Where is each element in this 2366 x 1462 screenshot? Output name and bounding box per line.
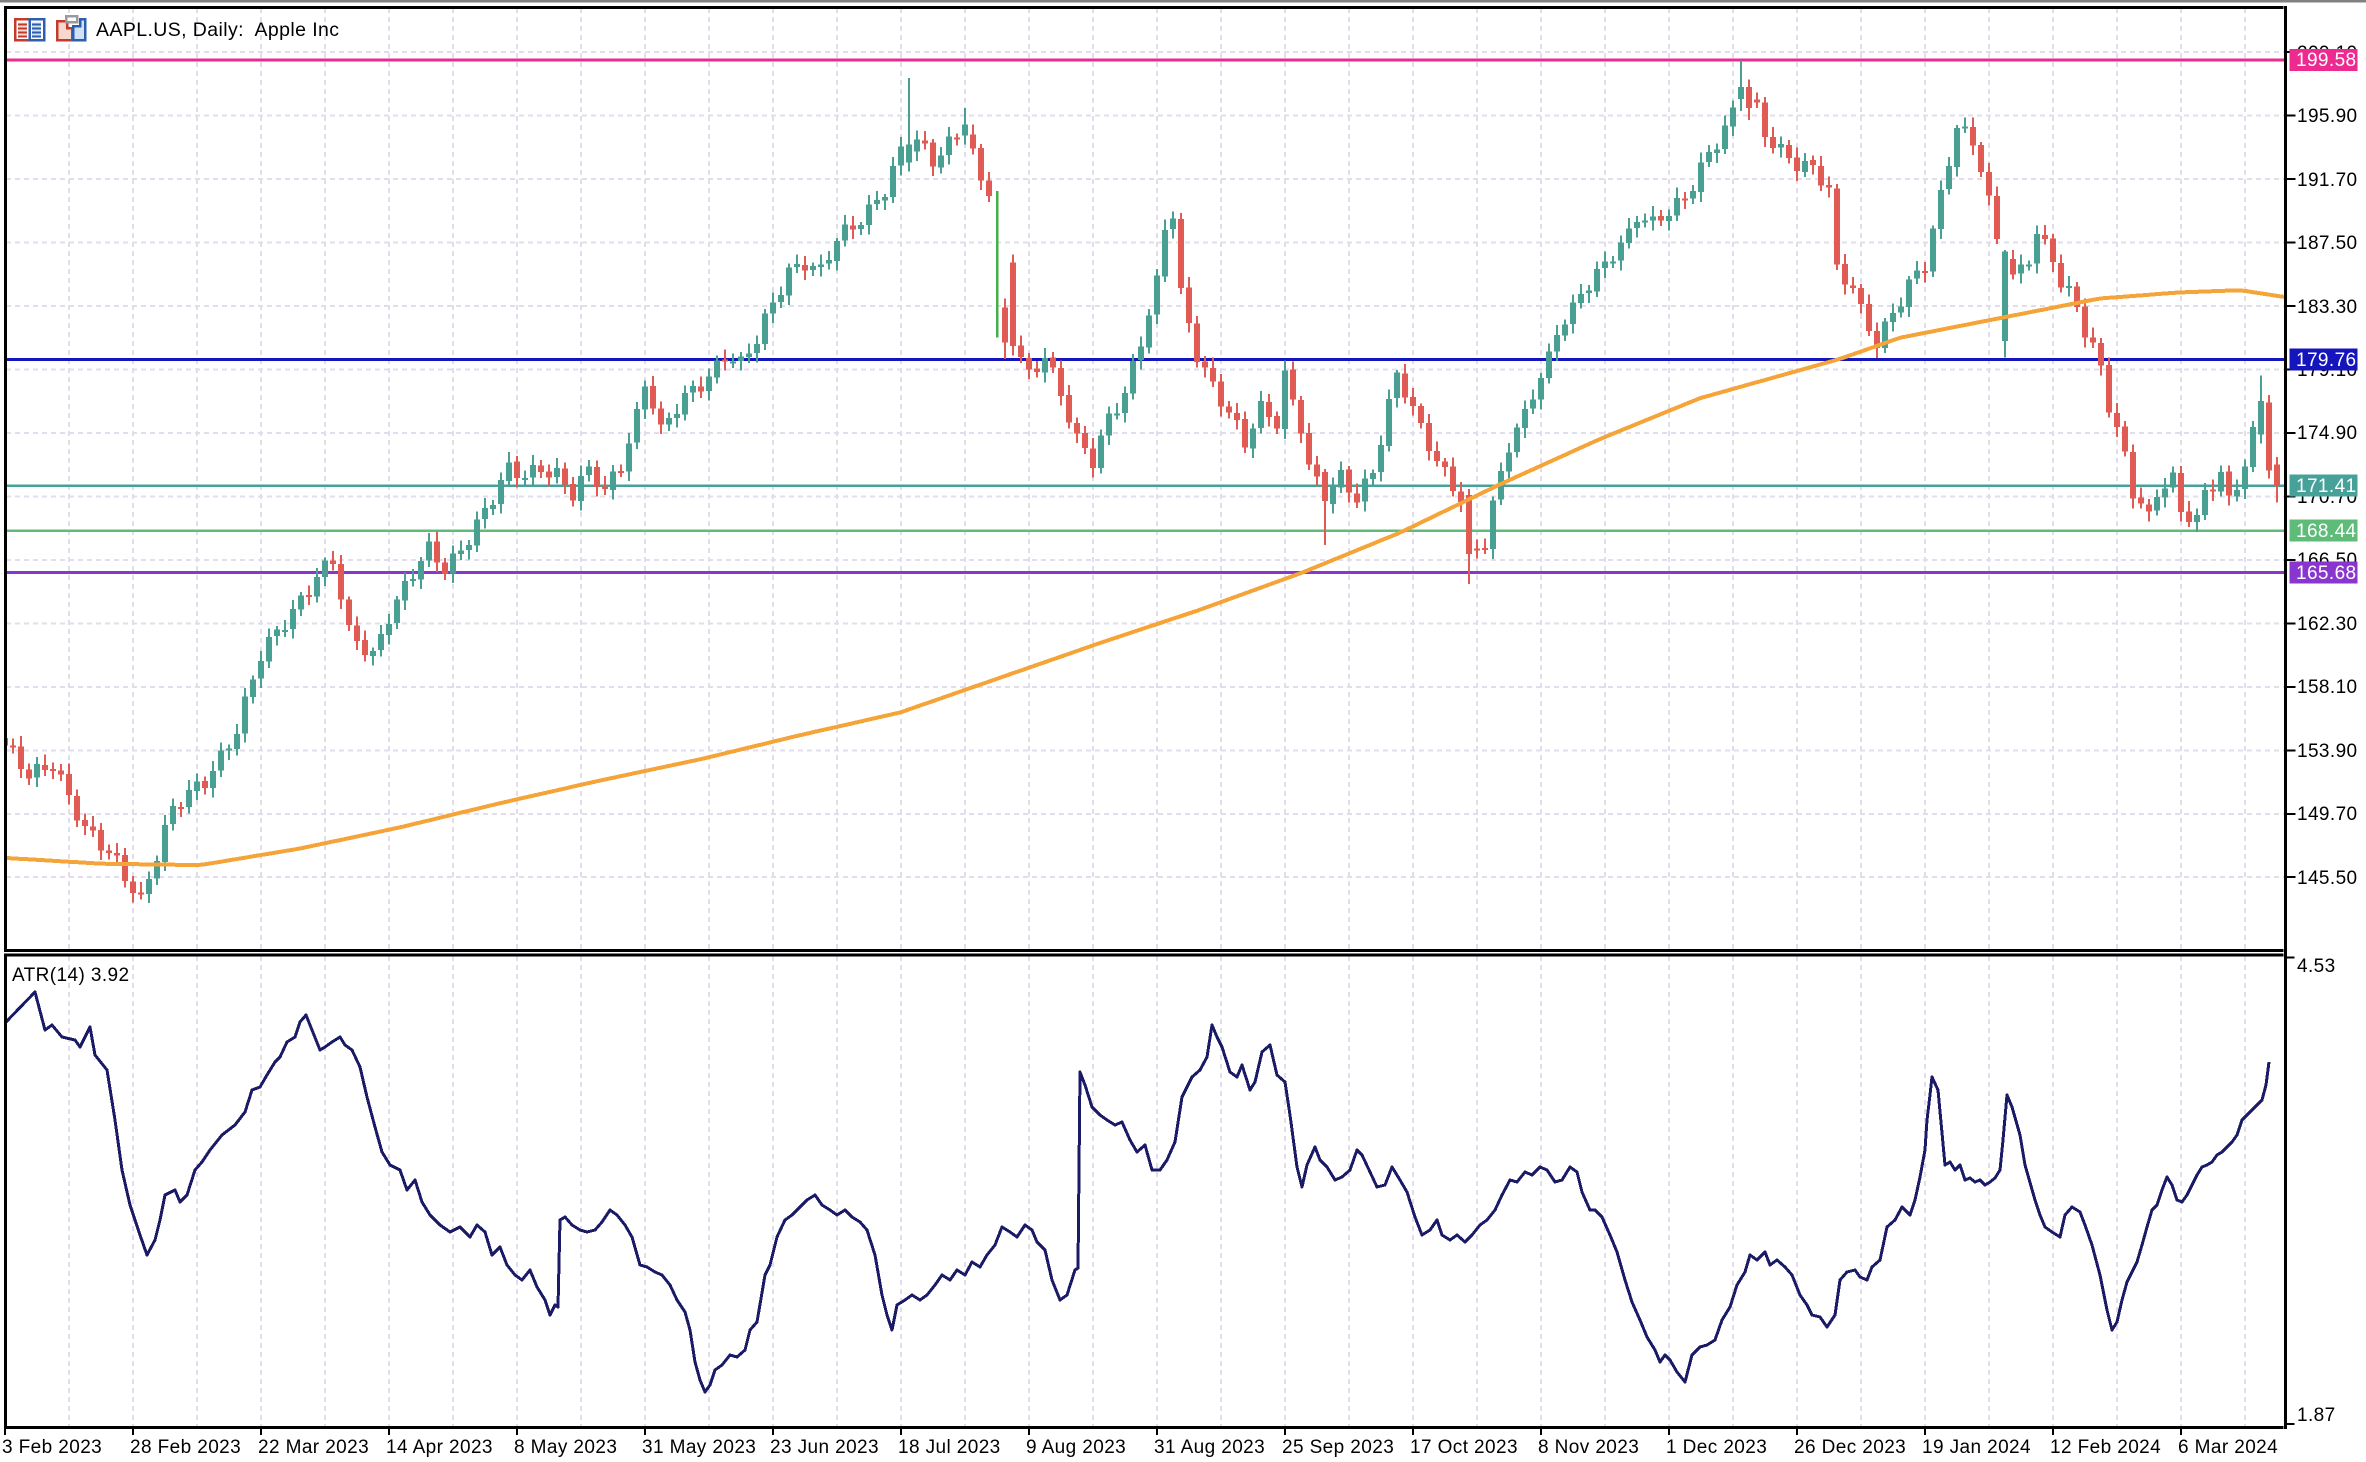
- svg-text:199.58: 199.58: [2296, 50, 2357, 71]
- svg-text:1 Dec 2023: 1 Dec 2023: [1666, 1437, 1767, 1458]
- svg-text:ATR(14) 3.92: ATR(14) 3.92: [12, 965, 129, 986]
- svg-text:153.90: 153.90: [2297, 741, 2358, 762]
- svg-text:4.53: 4.53: [2297, 956, 2336, 977]
- svg-text:23 Jun 2023: 23 Jun 2023: [770, 1437, 879, 1458]
- svg-text:149.70: 149.70: [2297, 804, 2358, 825]
- svg-text:14 Apr 2023: 14 Apr 2023: [386, 1437, 493, 1458]
- svg-text:3 Feb 2023: 3 Feb 2023: [2, 1437, 102, 1458]
- svg-text:168.44: 168.44: [2296, 521, 2357, 542]
- svg-text:12 Feb 2024: 12 Feb 2024: [2050, 1437, 2161, 1458]
- svg-text:17 Oct 2023: 17 Oct 2023: [1410, 1437, 1518, 1458]
- svg-text:18 Jul 2023: 18 Jul 2023: [898, 1437, 1001, 1458]
- svg-text:171.41: 171.41: [2296, 476, 2357, 497]
- svg-text:31 May 2023: 31 May 2023: [642, 1437, 756, 1458]
- svg-text:162.30: 162.30: [2297, 614, 2358, 635]
- svg-text:8 May 2023: 8 May 2023: [514, 1437, 617, 1458]
- svg-text:AAPL.US, Daily: Apple Inc: AAPL.US, Daily: Apple Inc: [96, 19, 339, 41]
- svg-text:28 Feb 2023: 28 Feb 2023: [130, 1437, 241, 1458]
- svg-text:31 Aug 2023: 31 Aug 2023: [1154, 1437, 1265, 1458]
- svg-text:165.68: 165.68: [2296, 563, 2357, 584]
- svg-text:145.50: 145.50: [2297, 868, 2358, 889]
- svg-text:22 Mar 2023: 22 Mar 2023: [258, 1437, 369, 1458]
- svg-text:158.10: 158.10: [2297, 677, 2358, 698]
- svg-text:1.87: 1.87: [2297, 1405, 2336, 1426]
- svg-text:191.70: 191.70: [2297, 170, 2358, 191]
- svg-text:25 Sep 2023: 25 Sep 2023: [1282, 1437, 1394, 1458]
- svg-text:174.90: 174.90: [2297, 423, 2358, 444]
- svg-text:179.76: 179.76: [2296, 350, 2357, 371]
- svg-text:8 Nov 2023: 8 Nov 2023: [1538, 1437, 1639, 1458]
- svg-text:9 Aug 2023: 9 Aug 2023: [1026, 1437, 1126, 1458]
- svg-text:6 Mar 2024: 6 Mar 2024: [2178, 1437, 2278, 1458]
- svg-text:19 Jan 2024: 19 Jan 2024: [1922, 1437, 2031, 1458]
- svg-text:187.50: 187.50: [2297, 233, 2358, 254]
- svg-text:183.30: 183.30: [2297, 297, 2358, 318]
- svg-text:26 Dec 2023: 26 Dec 2023: [1794, 1437, 1906, 1458]
- svg-text:195.90: 195.90: [2297, 106, 2358, 127]
